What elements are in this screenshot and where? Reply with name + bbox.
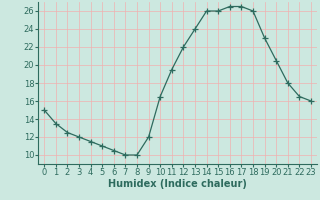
X-axis label: Humidex (Indice chaleur): Humidex (Indice chaleur) [108,179,247,189]
